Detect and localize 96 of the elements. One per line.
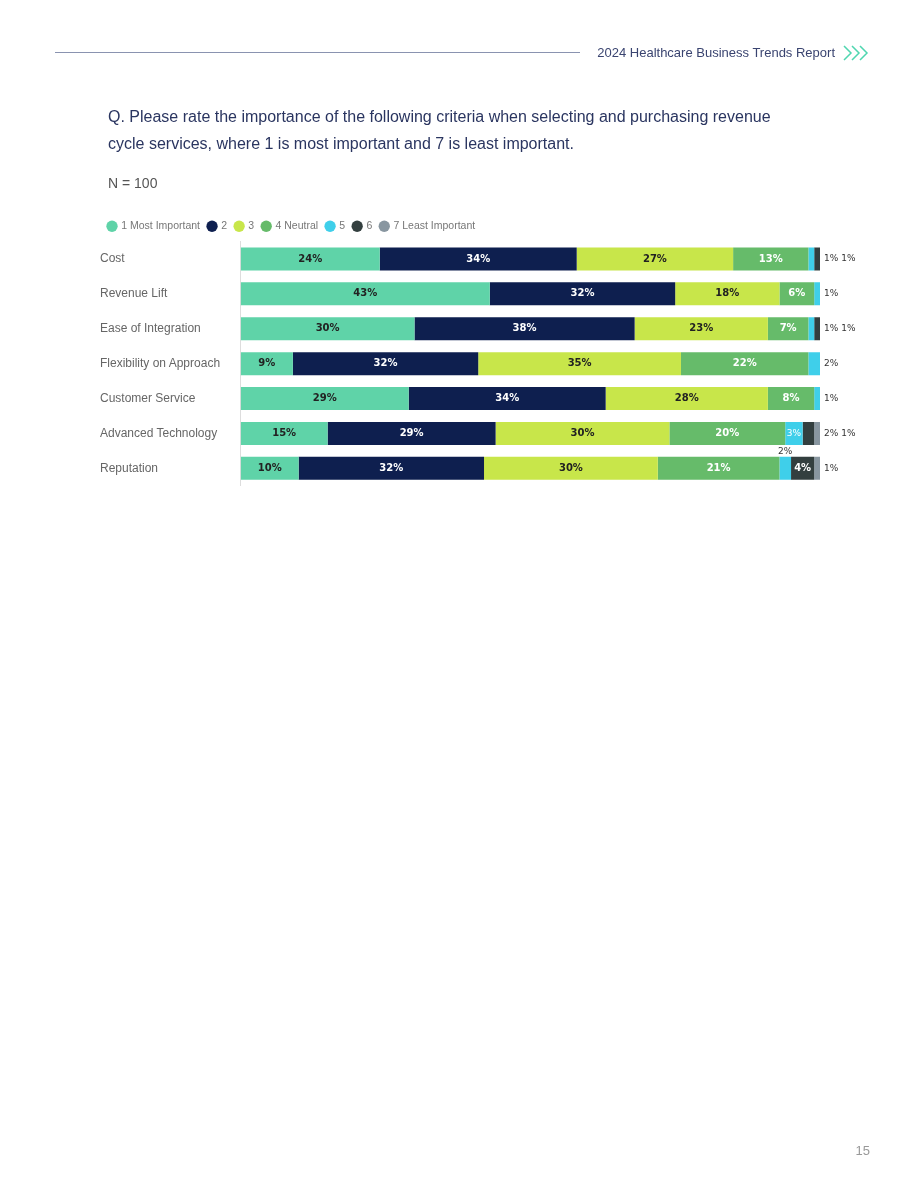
data-label: 30%: [315, 322, 340, 334]
text: 15: [855, 1143, 870, 1158]
bar: [814, 456, 820, 480]
bar: [814, 421, 820, 445]
data-label: 30%: [558, 461, 583, 473]
bar: [292, 352, 479, 376]
bar: [814, 247, 820, 271]
bar: [675, 282, 780, 306]
bar: [814, 282, 820, 306]
y-tick-label: Ease of Integration: [100, 321, 201, 336]
text: 2024 Healthcare Business Trends Report: [597, 45, 835, 60]
data-label: 1%: [841, 427, 856, 438]
bar: [680, 352, 809, 376]
data-label: 10%: [257, 461, 282, 473]
data-label: 32%: [379, 461, 404, 473]
bar: [495, 421, 670, 445]
bar: [484, 456, 658, 480]
bar: [240, 282, 490, 306]
bar: [808, 352, 820, 376]
y-tick-label: Revenue Lift: [100, 286, 169, 301]
bar: [240, 247, 380, 271]
data-label: 3%: [786, 427, 802, 438]
y-tick-label: Customer Service: [100, 390, 196, 405]
data-label: 2%: [824, 357, 839, 368]
data-label: 43%: [353, 287, 378, 299]
data-label: 1%: [841, 253, 856, 264]
data-label: 35%: [567, 357, 592, 369]
data-label: 24%: [298, 252, 323, 264]
bar: [808, 247, 815, 271]
data-label: 13%: [758, 252, 783, 264]
bar: [576, 247, 734, 271]
y-tick-label: Advanced Technology: [100, 425, 218, 440]
bar: [814, 387, 820, 411]
bar: [489, 282, 676, 306]
legend-label: 3: [248, 219, 255, 232]
bar: [802, 421, 815, 445]
bar: [414, 317, 635, 341]
data-label: 23%: [689, 322, 714, 334]
bar: [240, 456, 299, 480]
legend-label: 7 Least Important: [393, 219, 476, 232]
data-label: 6%: [788, 287, 806, 299]
legend-label: 5: [339, 219, 346, 232]
bar: [298, 456, 485, 480]
data-label: 22%: [732, 357, 757, 369]
data-label: 4%: [794, 461, 812, 473]
bar: [240, 421, 328, 445]
chart-title: Q. Please rate the importance of the following criteria when selecting and purchasing revenue cycle services, where 1 is most important and 7 is least important.: [108, 107, 772, 154]
bar: [379, 247, 577, 271]
bar: [779, 456, 792, 480]
legend-label: 1 Most Important: [121, 219, 201, 232]
data-label: 8%: [782, 392, 800, 404]
data-label: 1%: [841, 323, 856, 334]
bar: [733, 247, 809, 271]
bar: [767, 387, 815, 411]
data-label: 1%: [824, 288, 839, 299]
bar: [240, 387, 409, 411]
data-label: 28%: [674, 392, 699, 404]
data-label: 32%: [570, 287, 595, 299]
bar: [478, 352, 681, 376]
legend-label: 6: [366, 219, 373, 232]
legend-label: 4 Neutral: [275, 219, 319, 232]
y-tick-label: Reputation: [100, 460, 159, 475]
data-label: 9%: [258, 357, 276, 369]
chart-subtitle: N = 100: [108, 175, 158, 191]
data-label: 34%: [466, 252, 491, 264]
data-label: 7%: [779, 322, 797, 334]
data-label: 18%: [715, 287, 740, 299]
bar: [327, 421, 496, 445]
bar: [605, 387, 768, 411]
data-label: 30%: [570, 427, 595, 439]
data-label: 1%: [824, 253, 839, 264]
data-label: 20%: [715, 427, 740, 439]
data-label: 38%: [512, 322, 537, 334]
bar: [408, 387, 606, 411]
bar: [657, 456, 780, 480]
bar: [814, 317, 820, 341]
bar: [240, 352, 293, 376]
data-label: 27%: [642, 252, 667, 264]
data-label: 1%: [824, 323, 839, 334]
bar: [669, 421, 786, 445]
data-label: 29%: [399, 427, 424, 439]
data-label: 29%: [312, 392, 337, 404]
data-label: 2%: [824, 427, 839, 438]
data-label: 34%: [495, 392, 520, 404]
bar: [240, 317, 415, 341]
data-label: 15%: [272, 427, 297, 439]
legend-label: 2: [221, 219, 228, 232]
data-label: 2%: [778, 445, 793, 456]
data-label: 1%: [824, 462, 839, 473]
data-label: 21%: [706, 461, 731, 473]
bar: [634, 317, 768, 341]
data-label: 1%: [824, 392, 839, 403]
y-tick-label: Cost: [100, 251, 126, 266]
data-label: 32%: [373, 357, 398, 369]
bar: [808, 317, 815, 341]
y-tick-label: Flexibility on Approach: [100, 355, 221, 370]
